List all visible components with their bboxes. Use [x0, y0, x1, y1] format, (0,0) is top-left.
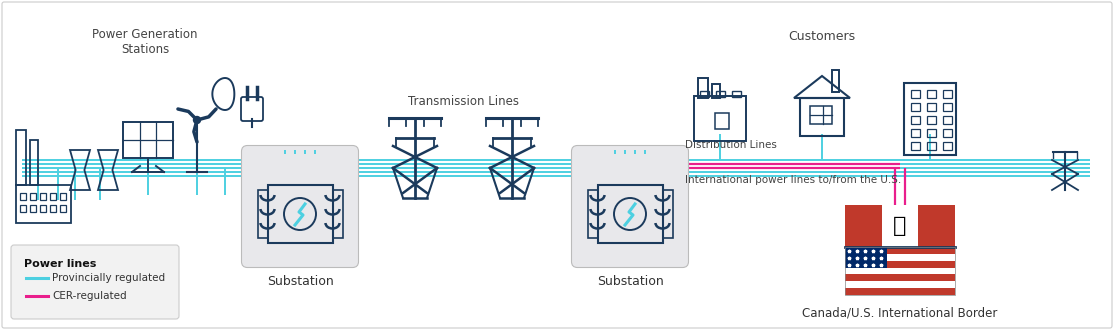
Text: Transmission Lines: Transmission Lines — [408, 95, 518, 108]
Bar — [715, 113, 729, 129]
Bar — [267, 185, 332, 243]
Bar — [911, 103, 920, 111]
Bar — [942, 129, 952, 137]
Bar — [927, 90, 936, 98]
Bar — [30, 193, 36, 200]
Bar — [60, 205, 66, 212]
Bar — [911, 90, 920, 98]
Bar — [846, 281, 955, 288]
FancyBboxPatch shape — [242, 146, 359, 268]
Bar — [810, 106, 832, 124]
Bar — [700, 91, 709, 97]
Bar — [50, 193, 56, 200]
Bar — [60, 193, 66, 200]
Text: CER-regulated: CER-regulated — [52, 291, 127, 301]
Bar — [332, 190, 342, 238]
FancyBboxPatch shape — [571, 146, 688, 268]
Text: Power Generation
Stations: Power Generation Stations — [92, 28, 198, 56]
Bar — [846, 247, 955, 254]
Text: Power lines: Power lines — [25, 259, 97, 269]
Bar — [927, 142, 936, 150]
Bar — [30, 205, 36, 212]
Bar — [911, 116, 920, 124]
Bar — [846, 275, 955, 281]
Text: Canada/U.S. International Border: Canada/U.S. International Border — [802, 307, 998, 320]
Bar — [716, 91, 725, 97]
Bar — [40, 193, 46, 200]
Bar — [40, 205, 46, 212]
Bar — [20, 205, 26, 212]
Bar — [712, 84, 720, 98]
Bar — [846, 261, 955, 268]
Text: Distribution Lines: Distribution Lines — [685, 140, 776, 150]
Bar — [694, 96, 746, 141]
Bar — [846, 247, 955, 295]
Bar — [927, 116, 936, 124]
Text: 🍁: 🍁 — [893, 216, 907, 236]
Bar — [846, 268, 955, 275]
Text: Provincially regulated: Provincially regulated — [52, 273, 165, 283]
Bar — [911, 142, 920, 150]
Text: Substation: Substation — [266, 275, 333, 288]
Bar — [927, 103, 936, 111]
Bar — [800, 98, 844, 136]
Bar — [20, 193, 26, 200]
Text: International power lines to/from the U.S.: International power lines to/from the U.… — [685, 175, 901, 185]
Bar — [30, 140, 38, 185]
Bar — [846, 247, 887, 268]
Circle shape — [194, 116, 201, 123]
Bar — [123, 122, 173, 158]
Bar — [846, 288, 955, 295]
Bar — [16, 185, 71, 223]
Bar — [846, 254, 955, 261]
Bar — [732, 91, 741, 97]
Bar — [942, 103, 952, 111]
Bar — [903, 83, 956, 155]
Bar — [257, 190, 267, 238]
Bar — [832, 70, 839, 92]
Bar — [698, 78, 709, 98]
Bar — [663, 190, 673, 238]
Bar — [597, 185, 663, 243]
Bar — [846, 205, 881, 247]
Bar — [942, 142, 952, 150]
Text: Customers: Customers — [789, 30, 856, 43]
Bar — [927, 129, 936, 137]
Bar — [942, 116, 952, 124]
Bar — [942, 90, 952, 98]
Bar — [16, 130, 26, 185]
FancyBboxPatch shape — [11, 245, 179, 319]
Bar — [911, 129, 920, 137]
Bar — [881, 205, 918, 247]
Bar — [50, 205, 56, 212]
Bar — [918, 205, 955, 247]
Text: Substation: Substation — [597, 275, 663, 288]
Bar — [587, 190, 597, 238]
